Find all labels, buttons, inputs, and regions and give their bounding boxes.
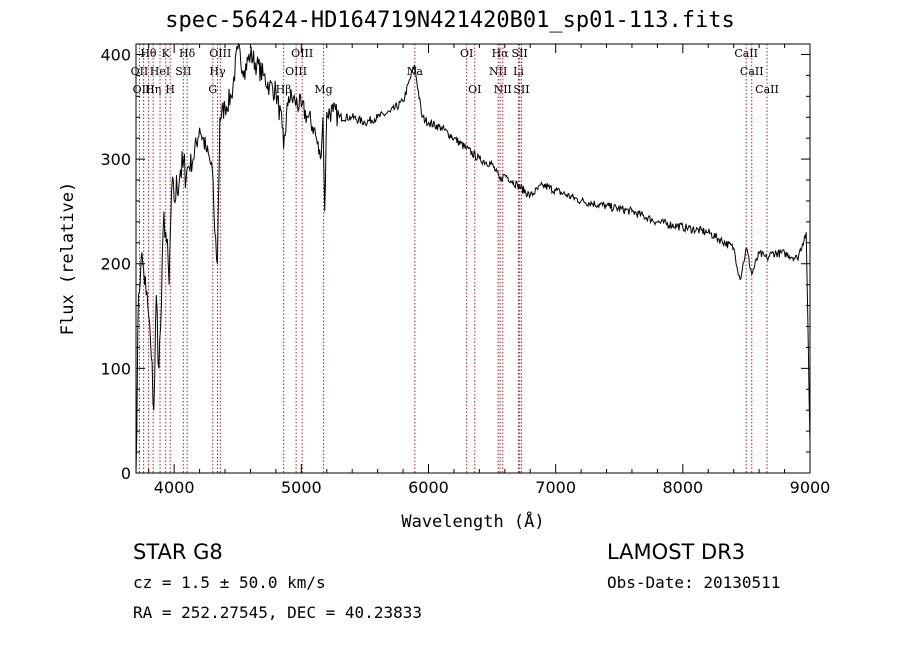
line-marker-label: SII bbox=[513, 83, 529, 96]
line-marker-label: Mg bbox=[314, 83, 332, 96]
chart-title: spec-56424-HD164719N421420B01_sp01-113.f… bbox=[165, 8, 735, 33]
object-class: STAR G8 bbox=[133, 540, 223, 564]
line-marker-label: H bbox=[165, 83, 175, 96]
observation-date: Obs-Date: 20130511 bbox=[607, 573, 781, 592]
line-marker-label: Hγ bbox=[209, 65, 226, 78]
line-marker-label: Hθ bbox=[140, 47, 157, 60]
y-tick-label: 0 bbox=[121, 464, 131, 483]
line-marker-label: HeI bbox=[150, 65, 170, 78]
line-marker-label: OI bbox=[468, 83, 481, 96]
line-marker-label: Hβ bbox=[276, 83, 292, 96]
line-marker-label: CaII bbox=[755, 83, 779, 96]
line-marker-label: CaII bbox=[740, 65, 764, 78]
line-marker-label: Hα bbox=[492, 47, 510, 60]
line-marker-label: G bbox=[208, 83, 217, 96]
x-tick-label: 4000 bbox=[154, 478, 195, 497]
y-tick-label: 400 bbox=[100, 45, 131, 64]
y-tick-label: 100 bbox=[100, 359, 131, 378]
x-tick-label: 9000 bbox=[790, 478, 831, 497]
redshift-value: cz = 1.5 ± 50.0 km/s bbox=[133, 573, 326, 592]
line-marker-label: OIII bbox=[285, 65, 307, 78]
line-marker-label: K bbox=[162, 47, 171, 60]
y-tick-label: 200 bbox=[100, 255, 131, 274]
line-marker-label: Li bbox=[513, 65, 524, 78]
line-marker-label: NII bbox=[494, 83, 512, 96]
y-axis-label: Flux (relative) bbox=[58, 182, 78, 336]
line-marker-label: Na bbox=[407, 65, 424, 78]
plot-frame bbox=[135, 43, 811, 474]
line-marker-label: OII bbox=[131, 65, 149, 78]
line-marker-label: CaII bbox=[734, 47, 758, 60]
line-marker-label: OI bbox=[460, 47, 473, 60]
line-marker-label: SII bbox=[175, 65, 191, 78]
spectrum-line bbox=[135, 42, 811, 474]
x-tick-label: 6000 bbox=[408, 478, 449, 497]
coordinates: RA = 252.27545, DEC = 40.23833 bbox=[133, 603, 422, 622]
x-tick-label: 8000 bbox=[662, 478, 703, 497]
line-marker-label: Hη bbox=[145, 83, 161, 96]
line-marker-label: Hδ bbox=[179, 47, 196, 60]
line-marker-label: OIII bbox=[291, 47, 313, 60]
line-marker-label: OIII bbox=[133, 83, 155, 96]
y-tick-label: 300 bbox=[100, 150, 131, 169]
line-marker-label: NII bbox=[489, 65, 507, 78]
x-tick-label: 7000 bbox=[535, 478, 576, 497]
x-tick-label: 5000 bbox=[281, 478, 322, 497]
line-marker-label: OIII bbox=[209, 47, 231, 60]
x-axis-label: Wavelength (Å) bbox=[401, 510, 544, 532]
line-marker-label: SII bbox=[512, 47, 528, 60]
survey-name: LAMOST DR3 bbox=[607, 540, 746, 564]
